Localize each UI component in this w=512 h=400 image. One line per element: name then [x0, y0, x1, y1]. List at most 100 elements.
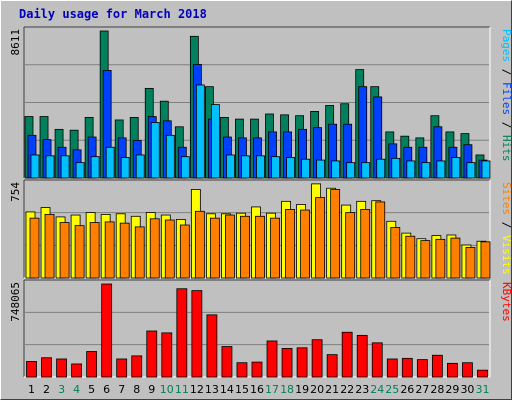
day-label: 29: [445, 383, 459, 396]
pages-bar: [210, 104, 220, 179]
day-label: 8: [133, 383, 140, 396]
sites-bar: [360, 209, 371, 279]
day-label: 10: [160, 383, 174, 396]
pages-bar: [165, 134, 175, 179]
sites-bar: [315, 197, 326, 279]
kbytes-bar: [161, 332, 173, 378]
pages-bar: [60, 155, 70, 179]
kbytes-bar: [416, 359, 428, 378]
hits-ytick: 8611: [9, 29, 22, 56]
pages-bar: [120, 157, 130, 179]
pages-bar: [421, 162, 431, 179]
pages-bar: [316, 159, 326, 179]
kbytes-ytick: 748065: [9, 282, 22, 322]
pages-bar: [466, 162, 476, 179]
kbytes-bar: [191, 290, 203, 378]
visits-ytick: 754: [9, 182, 22, 202]
day-label: 31: [475, 383, 489, 396]
day-label: 3: [58, 383, 65, 396]
kbytes-bar: [86, 351, 98, 378]
sites-bar: [285, 209, 295, 279]
visits-legend-visits: Visits: [500, 235, 512, 275]
sites-bar: [405, 235, 416, 279]
kbytes-bar: [371, 342, 383, 378]
day-label: 11: [175, 383, 189, 396]
sites-bar: [255, 215, 265, 279]
pages-bar: [406, 160, 416, 179]
kbytes-bar: [447, 362, 458, 378]
pages-bar: [30, 154, 40, 179]
hits-legend-separator: /: [500, 115, 512, 135]
sites-bar: [435, 238, 446, 279]
sites-bar: [420, 240, 431, 279]
pages-bar: [135, 154, 145, 179]
day-label: 6: [103, 383, 110, 396]
kbytes-bar: [101, 283, 113, 378]
sites-bar: [209, 217, 220, 279]
sites-bar: [194, 210, 205, 279]
sites-bar: [375, 201, 386, 279]
kbytes-bar: [431, 354, 443, 378]
day-label: 15: [235, 383, 249, 396]
kbytes-bar: [56, 358, 67, 378]
kbytes-bar: [281, 348, 293, 378]
kbytes-bar: [251, 361, 263, 378]
kbytes-legend-kbytes: KBytes: [500, 282, 512, 322]
kbytes-bar: [26, 361, 37, 378]
sites-bar: [270, 217, 280, 279]
kbytes-legend: KBytes: [500, 282, 512, 322]
pages-bar: [361, 162, 371, 179]
pages-bar: [346, 162, 356, 179]
kbytes-bar: [41, 357, 52, 378]
pages-bar: [451, 157, 461, 179]
day-label: 12: [190, 383, 204, 396]
day-label: 19: [295, 383, 309, 396]
pages-bar: [241, 155, 250, 179]
kbytes-bar: [176, 288, 188, 378]
kbytes-bar: [311, 339, 323, 378]
kbytes-bar: [326, 354, 338, 378]
kbytes-bar: [206, 314, 218, 378]
kbytes-bar: [236, 362, 248, 378]
pages-bar: [301, 158, 310, 179]
sites-bar: [29, 217, 40, 279]
day-label: 13: [205, 383, 219, 396]
hits-legend-separator: /: [500, 62, 512, 82]
pages-bar: [195, 84, 205, 179]
day-label: 27: [415, 383, 429, 396]
pages-bar: [481, 160, 491, 179]
sites-bar: [149, 218, 160, 279]
sites-bar: [345, 212, 356, 279]
visits-legend-separator: /: [500, 215, 512, 235]
sites-bar: [59, 222, 70, 279]
pages-bar: [376, 158, 386, 179]
day-label: 5: [88, 383, 95, 396]
pages-bar: [90, 156, 100, 179]
kbytes-bar: [401, 357, 413, 378]
day-label: 1: [28, 383, 35, 396]
day-label: 4: [73, 383, 80, 396]
sites-bar: [240, 215, 250, 279]
pages-bar: [391, 157, 401, 179]
kbytes-bar: [266, 340, 278, 378]
sites-bar: [225, 214, 235, 279]
sites-bar: [480, 241, 491, 279]
day-label: 21: [325, 383, 339, 396]
day-label: 7: [118, 383, 125, 396]
kbytes-bar: [71, 363, 82, 378]
day-label: 9: [148, 383, 155, 396]
day-label: 28: [430, 383, 444, 396]
day-label: 17: [265, 383, 279, 396]
day-label: 23: [355, 383, 369, 396]
day-label: 20: [310, 383, 324, 396]
pages-bar: [75, 162, 85, 179]
sites-bar: [164, 219, 175, 279]
kbytes-bar: [131, 355, 143, 378]
chart-title: Daily usage for March 2018: [19, 7, 207, 21]
kbytes-bar: [462, 362, 473, 378]
kbytes-bar: [296, 347, 308, 378]
visits-legend: Sites / Visits: [500, 182, 512, 275]
day-label: 2: [43, 383, 50, 396]
pages-bar: [256, 155, 265, 179]
